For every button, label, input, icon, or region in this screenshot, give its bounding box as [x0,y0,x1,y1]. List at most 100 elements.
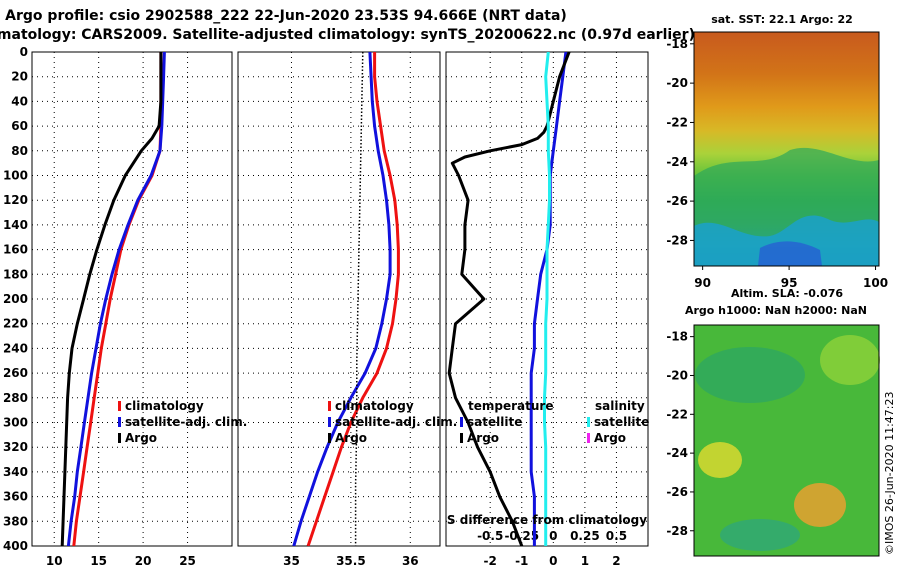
depth-tick-label: 220 [3,317,28,331]
sla-map-frame [693,324,880,557]
depth-tick-label: 200 [3,292,28,306]
depth-tick-label: 80 [11,144,28,158]
legend-swatch-argo [328,433,331,443]
sla-map-title-2: Argo h1000: NaN h2000: NaN [685,304,867,317]
sla-heatmap-region-1 [695,347,805,403]
temperature-tick-label: 10 [46,554,63,568]
depth-tick-labels: 0 20 40 60 80 100 120 140 160 180 200 220 240 260 280 3… [3,45,28,553]
title-line-2: Climatology: CARS2009. Satellite-adjuste… [0,27,695,43]
depth-tick-label: 140 [3,218,28,232]
legend-swatch-sal-argo [587,433,590,443]
difference-temp-tick-label: 0 [549,554,557,568]
series-climatology [306,52,400,546]
series-temperature-argo [447,52,571,546]
legend-title-salinity: salinity [595,399,645,413]
x-tick-labels: 10 15 20 25 35 35.5 36 -2 -1 0 1 2 -0.5 -0.25 0 0.25 0.5 [46,529,627,568]
difference-temp-tick-label: -2 [484,554,497,568]
difference-sal-tick-label: 0.25 [570,529,600,543]
sst-lat-tick-label: -22 [666,115,688,129]
sla-heatmap-region-3 [698,442,742,478]
difference-sal-tick-label: -0.25 [504,529,539,543]
sla-map [693,324,880,557]
sst-lat-tick-label: -26 [666,194,688,208]
imos-credit: ©IMOS 26-Jun-2020 11:47:23 [883,391,896,555]
depth-tick-label: 260 [3,366,28,380]
legend-label-argo: Argo [335,431,367,445]
difference-temp-tick-label: 2 [612,554,620,568]
difference-sal-tick-label: 0 [549,529,557,543]
difference-temp-tick-label: -1 [515,554,528,568]
legend-swatch-climatology [328,401,331,411]
sla-lat-tick-label: -22 [666,407,688,421]
sla-lat-tick-label: -20 [666,368,688,382]
depth-tick-label: 300 [3,416,28,430]
sst-heatmap-cold-region [694,215,879,266]
series-satellite-adj-clim- [292,52,392,546]
sla-lat-tick-label: -26 [666,485,688,499]
salinity-tick-label: 36 [402,554,419,568]
temperature-legend: climatology satellite-adj. clim. Argo [118,399,247,445]
legend-label-satellite: satellite-adj. clim. [125,415,247,429]
legend-swatch-argo [118,433,121,443]
legend-swatch-temp-satellite [460,417,463,427]
sst-heatmap-deep-region [758,241,822,266]
depth-tick-label: 160 [3,243,28,257]
depth-tick-label: 340 [3,465,28,479]
sst-lat-tick-label: -24 [666,155,688,169]
title-line-1: Argo profile: csio 2902588_222 22-Jun-20… [5,8,567,24]
sst-lon-tick-label: 95 [781,276,798,290]
salinity-tick-label: 35 [283,554,300,568]
series-argo [60,52,163,546]
depth-tick-label: 360 [3,490,28,504]
sst-lat-tick-label: -18 [666,37,688,51]
sst-map-frame [693,31,880,267]
difference-sal-tick-label: -0.5 [477,529,503,543]
sst-lon-tick-label: 90 [694,276,711,290]
legend-swatch-satellite [328,417,331,427]
depth-tick-label: 0 [20,45,28,59]
legend-label-climatology: climatology [125,399,204,413]
depth-tick-label: 320 [3,440,28,454]
profile-lines [60,52,571,546]
legend-label-climatology: climatology [335,399,414,413]
sst-lat-tick-label: -20 [666,76,688,90]
series-satellite-adj-clim- [66,52,166,546]
depth-tick-label: 100 [3,169,28,183]
sla-lat-tick-label: -18 [666,330,688,344]
depth-tick-label: 20 [11,70,28,84]
difference-xlabel: S difference from climatology [447,513,647,527]
series-argo [354,52,364,546]
sla-heatmap-region-4 [794,483,846,527]
difference-sal-tick-label: 0.5 [606,529,627,543]
depth-tick-label: 400 [3,539,28,553]
legend-swatch-temp-argo [460,433,463,443]
temperature-tick-label: 20 [135,554,152,568]
legend-label-sal-satellite: satellite [594,415,649,429]
sla-map-ticks: -18 -20 -22 -24 -26 -28 [666,330,694,538]
series-temperature-satellite [529,52,568,546]
legend-label-satellite: satellite-adj. clim. [335,415,457,429]
legend-title-temperature: temperature [468,399,553,413]
sla-lat-tick-label: -24 [666,446,688,460]
series-salinity-satellite [543,52,551,546]
sst-map [693,31,880,267]
difference-temp-tick-label: 1 [581,554,589,568]
temperature-tick-label: 25 [179,554,196,568]
legend-swatch-satellite [118,417,121,427]
depth-tick-label: 240 [3,341,28,355]
depth-tick-label: 40 [11,94,28,108]
sla-heatmap-region-2 [820,335,880,385]
sla-map-title-1: Altim. SLA: -0.076 [731,287,843,300]
sst-lat-tick-label: -28 [666,233,688,247]
legend-swatch-sal-satellite [587,417,590,427]
depth-tick-label: 60 [11,119,28,133]
depth-tick-label: 280 [3,391,28,405]
sla-heatmap-region-5 [720,519,800,551]
salinity-tick-label: 35.5 [336,554,366,568]
sst-lon-tick-label: 100 [863,276,888,290]
legend-swatch-climatology [118,401,121,411]
legend-label-temp-satellite: satellite [467,415,522,429]
depth-tick-label: 380 [3,514,28,528]
